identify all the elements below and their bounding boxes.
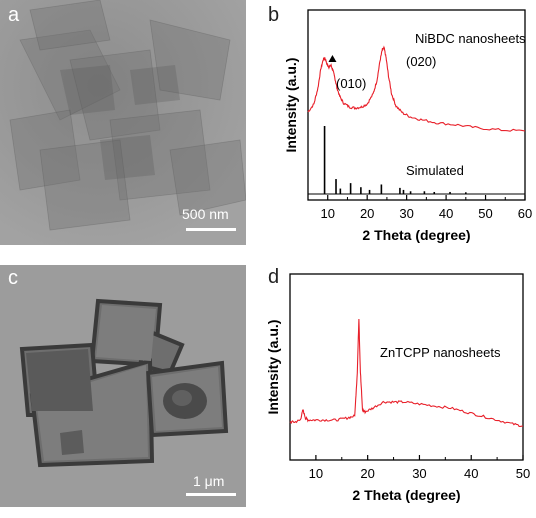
panel-a: a 500 nm	[0, 0, 268, 262]
chart-b: 10 20 30 40 50 60 2 Theta (degree) Intensity (a…	[268, 0, 536, 262]
tem-image-c-drawing	[0, 265, 246, 507]
chart-d-x-axis-title: 2 Theta (degree)	[352, 487, 460, 503]
chart-b-arrow-010	[328, 55, 337, 62]
chart-b-x-tick-label-50: 50	[478, 206, 492, 221]
scale-bar-c	[186, 493, 236, 496]
chart-b-annotation-020: (020)	[406, 54, 436, 69]
chart-b-x-tick-label-60: 60	[518, 206, 532, 221]
chart-b-annotation-010: (010)	[336, 76, 366, 91]
chart-b-legend-nibdc: NiBDC nanosheets	[415, 31, 526, 46]
panel-label-b: b	[268, 4, 280, 26]
chart-d-plot-frame	[289, 273, 524, 461]
scale-bar-label-a: 500 nm	[182, 206, 229, 222]
chart-d-x-tick-label-10: 10	[309, 466, 323, 481]
panel-label-d: d	[268, 266, 280, 288]
chart-b-x-tick-label-40: 40	[439, 206, 453, 221]
chart-b-svg: 10 20 30 40 50 60 2 Theta (degree) Intensity (a…	[283, 9, 532, 243]
panel-label-c: c	[8, 267, 18, 289]
scale-bar-label-c: 1 μm	[193, 473, 225, 489]
chart-b-series-nibdc	[307, 45, 526, 132]
chart-b-plot-frame	[307, 9, 526, 201]
chart-b-x-axis-title: 2 Theta (degree)	[362, 227, 470, 243]
chart-b-x-tick-label-30: 30	[399, 206, 413, 221]
chart-b-x-tick-label-10: 10	[320, 206, 334, 221]
scale-bar-a	[186, 228, 236, 231]
chart-b-legend-simulated: Simulated	[406, 163, 464, 178]
chart-b-y-axis-title: Intensity (a.u.)	[283, 58, 299, 153]
panel-c: c 1 μm	[0, 262, 268, 518]
chart-b-x-tick-label-20: 20	[360, 206, 374, 221]
tem-image-nanosheets: a 500 nm	[0, 0, 246, 245]
chart-d-legend-zntcpp: ZnTCPP nanosheets	[380, 345, 501, 360]
chart-d-series-zntcpp	[289, 318, 524, 427]
chart-d-x-tick-label-30: 30	[412, 466, 426, 481]
tem-image-nanosheets-c: c 1 μm	[0, 265, 246, 507]
chart-d-x-tick-label-50: 50	[516, 466, 530, 481]
chart-d-x-tick-label-20: 20	[360, 466, 374, 481]
tem-image-a-drawing	[0, 0, 246, 245]
chart-d: 10 20 30 40 50 2 Theta (degree) Intensity (a.u…	[265, 262, 536, 518]
panel-label-a: a	[8, 4, 20, 26]
chart-d-x-tick-label-40: 40	[464, 466, 478, 481]
chart-d-svg: 10 20 30 40 50 2 Theta (degree) Intensity (a.u…	[265, 273, 530, 503]
chart-d-y-axis-title: Intensity (a.u.)	[265, 320, 281, 415]
